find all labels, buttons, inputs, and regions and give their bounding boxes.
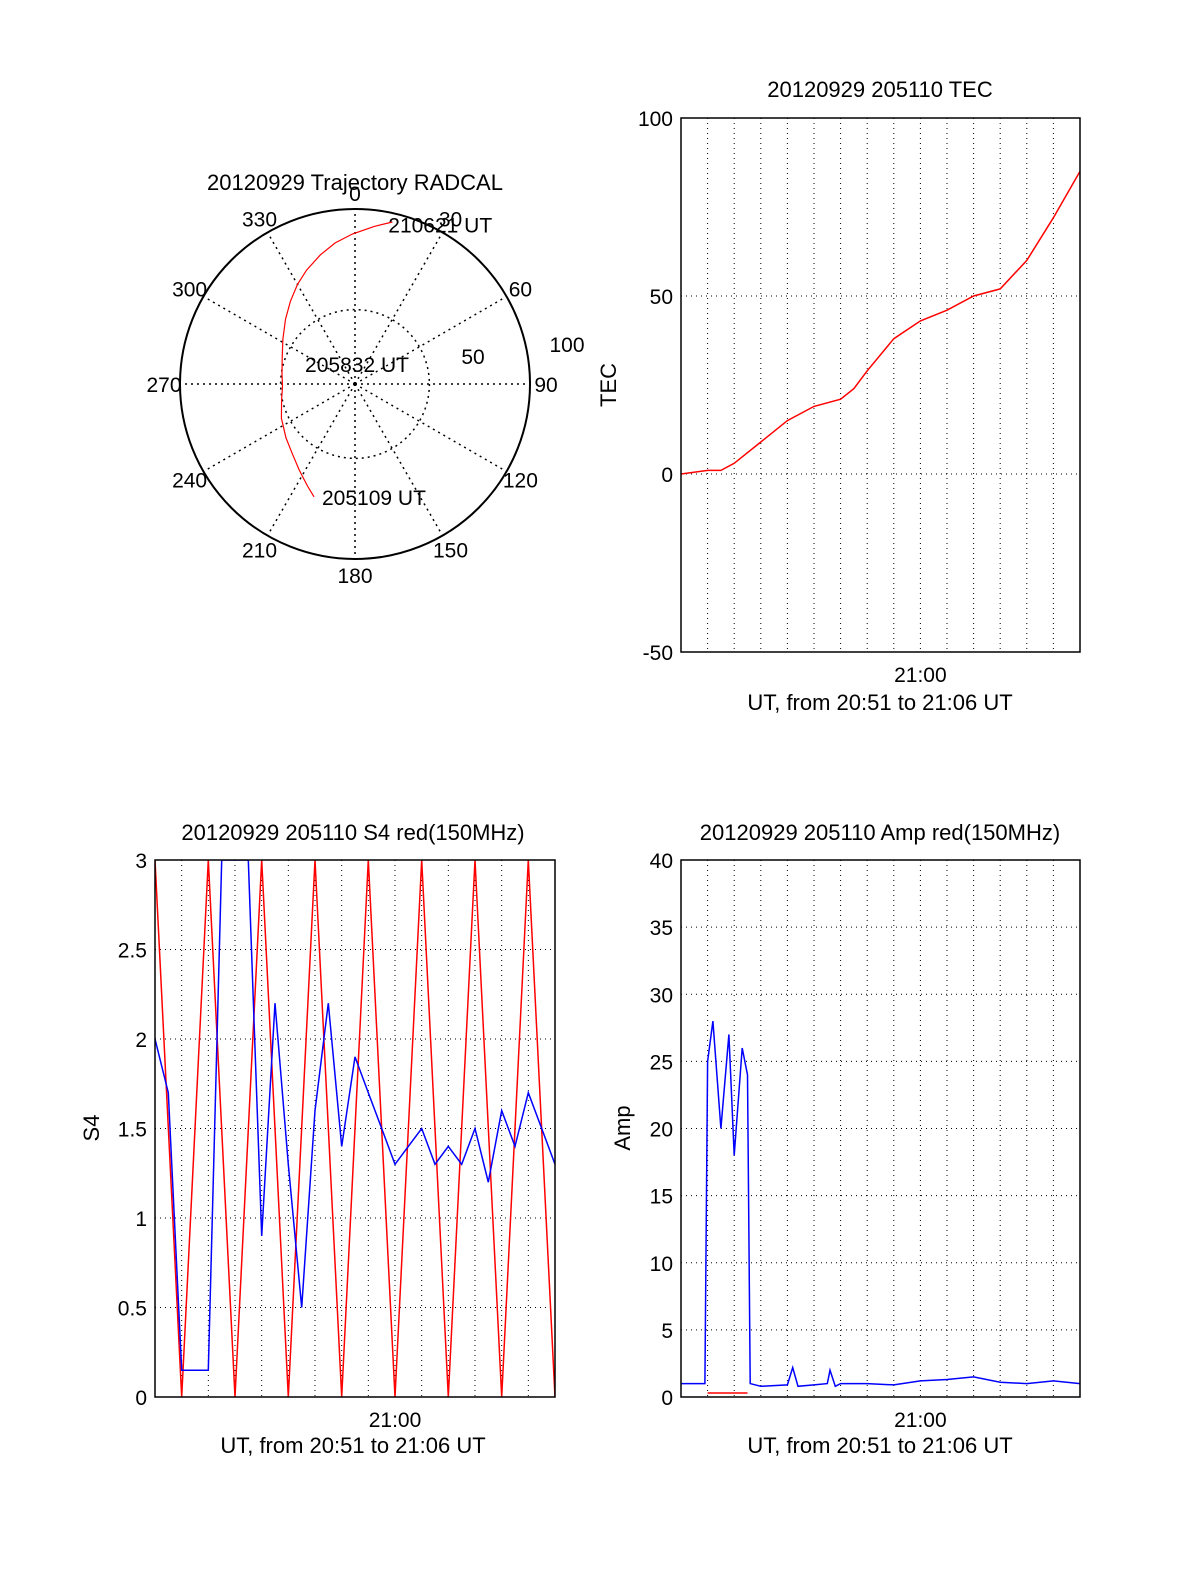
polar-time-annotation: 205109 UT <box>322 487 426 510</box>
y-tick-label: 0 <box>661 464 673 487</box>
amp-ylabel: Amp <box>610 1105 635 1150</box>
y-tick-label: 0 <box>135 1387 147 1410</box>
series-line <box>155 860 555 1397</box>
polar-angle-label: 300 <box>172 279 207 302</box>
trajectory-polar-panel: 20120929 Trajectory RADCAL 0 30 60 90 120 150… <box>146 170 584 588</box>
y-tick-label: 50 <box>650 286 673 309</box>
y-tick-label: 10 <box>650 1253 673 1276</box>
amp-panel: 20120929 205110 Amp red(150MHz) UT, from… <box>610 820 1081 1458</box>
x-tick-label: 21:00 <box>894 664 947 687</box>
y-tick-label: 25 <box>650 1051 673 1074</box>
polar-track <box>280 221 393 498</box>
y-tick-label: 2 <box>135 1029 147 1052</box>
series-line <box>681 171 1080 475</box>
polar-spoke <box>203 383 356 473</box>
y-tick-label: 15 <box>650 1186 673 1209</box>
polar-angle-label: 60 <box>509 279 532 302</box>
polar-angle-label: 330 <box>242 209 277 232</box>
x-tick-label: 21:00 <box>369 1409 422 1432</box>
series-line <box>681 1021 1080 1388</box>
polar-radius-label: 100 <box>549 334 584 357</box>
polar-angle-label: 120 <box>503 470 538 493</box>
polar-title: 20120929 Trajectory RADCAL <box>207 170 503 195</box>
tec-ylabel: TEC <box>596 363 621 407</box>
polar-time-annotation: 205832 UT <box>305 354 409 377</box>
y-tick-label: 0.5 <box>118 1298 147 1321</box>
x-tick-label: 21:00 <box>894 1409 947 1432</box>
polar-time-annotation: 210621 UT <box>388 215 492 238</box>
polar-angle-label: 0 <box>349 183 361 206</box>
amp-title: 20120929 205110 Amp red(150MHz) <box>700 820 1060 845</box>
plot-frame <box>680 859 1081 1398</box>
y-tick-label: 40 <box>650 850 673 873</box>
polar-spoke <box>354 383 444 536</box>
s4-plot-area: 0 0.5 1 1.5 2 2.5 3 21:00 <box>118 850 556 1432</box>
s4-ylabel: S4 <box>79 1115 104 1142</box>
tec-panel: 20120929 205110 TEC UT, from 20:51 to 21… <box>596 77 1081 715</box>
y-tick-label: -50 <box>643 642 673 665</box>
polar-spoke <box>354 232 444 385</box>
s4-title: 20120929 205110 S4 red(150MHz) <box>181 820 524 845</box>
y-tick-label: 35 <box>650 917 673 940</box>
polar-radius-label: 50 <box>461 346 484 369</box>
s4-panel: 20120929 205110 S4 red(150MHz) UT, from … <box>79 820 556 1458</box>
polar-angle-label: 90 <box>534 374 557 397</box>
amp-xlabel: UT, from 20:51 to 21:06 UT <box>747 1433 1012 1458</box>
tec-title: 20120929 205110 TEC <box>767 77 993 102</box>
y-tick-label: 5 <box>661 1320 673 1343</box>
trajectory-line <box>280 221 393 498</box>
polar-angle-label: 30 <box>439 209 462 232</box>
polar-spoke <box>354 295 507 385</box>
y-tick-label: 1 <box>135 1208 147 1231</box>
y-tick-label: 1.5 <box>118 1119 147 1142</box>
polar-angle-label: 270 <box>146 374 181 397</box>
series-group <box>681 171 1080 475</box>
series-group <box>155 860 555 1397</box>
y-tick-label: 2.5 <box>118 940 147 963</box>
polar-angle-label: 180 <box>337 565 372 588</box>
y-tick-label: 3 <box>135 850 147 873</box>
y-tick-label: 30 <box>650 984 673 1007</box>
y-tick-label: 0 <box>661 1387 673 1410</box>
polar-grid <box>179 208 531 560</box>
plot-frame <box>680 117 1081 653</box>
tec-plot-area: -50 0 50 100 21:00 <box>638 108 1081 687</box>
y-tick-label: 100 <box>638 108 673 131</box>
polar-angle-label: 210 <box>242 539 277 562</box>
tec-xlabel: UT, from 20:51 to 21:06 UT <box>747 690 1012 715</box>
amp-plot-area: 0 5 10 15 20 25 30 35 40 21:00 <box>650 850 1081 1432</box>
y-tick-label: 20 <box>650 1119 673 1142</box>
s4-xlabel: UT, from 20:51 to 21:06 UT <box>220 1433 485 1458</box>
polar-ring-50 <box>279 308 431 460</box>
polar-spoke <box>266 232 356 385</box>
series-group <box>681 1021 1080 1394</box>
polar-angle-label: 150 <box>433 539 468 562</box>
polar-labels: 0 30 60 90 120 150 180 210 240 270 300 330 50 100 2051… <box>146 183 584 588</box>
polar-angle-label: 240 <box>172 470 207 493</box>
plot-frame <box>154 859 556 1398</box>
polar-spoke <box>203 295 356 385</box>
polar-spoke <box>266 383 356 536</box>
polar-spoke <box>354 383 507 473</box>
series-line <box>155 860 555 1371</box>
